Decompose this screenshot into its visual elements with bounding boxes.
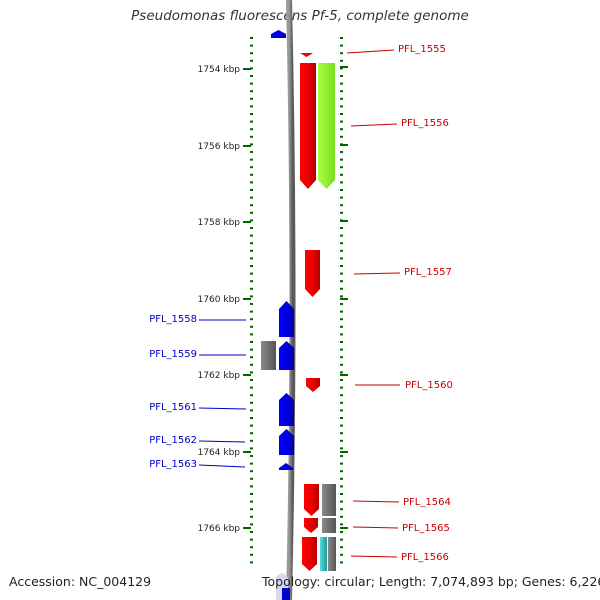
genome-summary-text: Topology: circular; Length: 7,074,893 bp… (262, 574, 600, 589)
forward-gene-leader-line (352, 500, 400, 503)
reverse-gene-leader-line (198, 440, 246, 443)
reverse-gene-label[interactable]: PFL_1562 (149, 435, 197, 446)
kbp-tick-label: 1756 kbp (198, 142, 241, 152)
kbp-tick-label: 1760 kbp (198, 295, 241, 305)
tick-ruler: 1754 kbp 1756 kbp 1758 kbp 1760 kbp 1762 kbp… (198, 37, 348, 564)
kbp-tick-label: 1762 kbp (198, 371, 241, 381)
forward-gene-label[interactable]: PFL_1566 (401, 552, 449, 563)
reverse-gene-2[interactable] (279, 341, 294, 370)
reverse-gene-label[interactable]: PFL_1563 (149, 459, 197, 470)
reverse-gene-1[interactable] (279, 301, 294, 337)
forward-gene-leader-line (352, 526, 399, 529)
forward-gene-label[interactable]: PFL_1555 (398, 44, 446, 55)
forward-gene-5[interactable] (304, 484, 319, 516)
forward-gene-7[interactable] (302, 537, 317, 571)
forward-gene-label[interactable]: PFL_1556 (401, 118, 449, 129)
forward-gene-label[interactable]: PFL_1565 (402, 523, 450, 534)
forward-gene-label[interactable]: PFL_1557 (404, 267, 452, 278)
kbp-tick-label: 1758 kbp (198, 218, 241, 228)
accession-text: Accession: NC_004129 (9, 574, 152, 589)
grey-feature-bar[interactable] (328, 537, 336, 571)
forward-gene-leader-line (350, 123, 398, 127)
reverse-gene-4[interactable] (279, 429, 294, 455)
grey-feature-bar[interactable] (322, 484, 336, 516)
reverse-gene-leader-line (198, 464, 246, 468)
forward-gene-label[interactable]: PFL_1560 (405, 380, 453, 391)
forward-gene-2[interactable] (300, 63, 316, 189)
gene-label-layer: PFL_1555 PFL_1556 PFL_1557 PFL_1560 PFL_1564… (149, 44, 453, 563)
forward-gene-leader-line (350, 555, 398, 558)
reverse-gene-label[interactable]: PFL_1559 (149, 349, 197, 360)
genome-title: Pseudomonas fluorescens Pf-5, complete g… (131, 8, 469, 24)
reverse-gene-label[interactable]: PFL_1561 (149, 402, 197, 413)
forward-gene-1[interactable] (300, 53, 313, 57)
reverse-gene-partial-bottom[interactable] (282, 588, 290, 600)
forward-gene-label[interactable]: PFL_1564 (403, 497, 451, 508)
forward-gene-4[interactable] (306, 378, 320, 392)
grey-feature-bar[interactable] (261, 341, 276, 370)
forward-gene-6[interactable] (304, 518, 318, 533)
kbp-tick-label: 1754 kbp (198, 65, 241, 75)
reverse-gene-5[interactable] (279, 463, 293, 470)
forward-gene-leader-line (346, 49, 395, 54)
genome-backbone (286, 0, 296, 600)
reverse-gene-3[interactable] (279, 393, 294, 426)
feature-track (261, 0, 336, 600)
reverse-gene-label[interactable]: PFL_1558 (149, 314, 197, 325)
reverse-gene-leader-line (198, 407, 247, 410)
forward-gene-3[interactable] (305, 250, 320, 297)
reverse-gene-partial-top[interactable] (271, 30, 286, 38)
cyan-feature-bar[interactable] (320, 537, 327, 571)
green-feature-bar[interactable] (318, 63, 335, 189)
kbp-tick-label: 1766 kbp (198, 524, 241, 534)
kbp-tick-label: 1764 kbp (198, 448, 241, 458)
grey-feature-bar[interactable] (322, 518, 336, 533)
forward-gene-leader-line (353, 272, 401, 275)
